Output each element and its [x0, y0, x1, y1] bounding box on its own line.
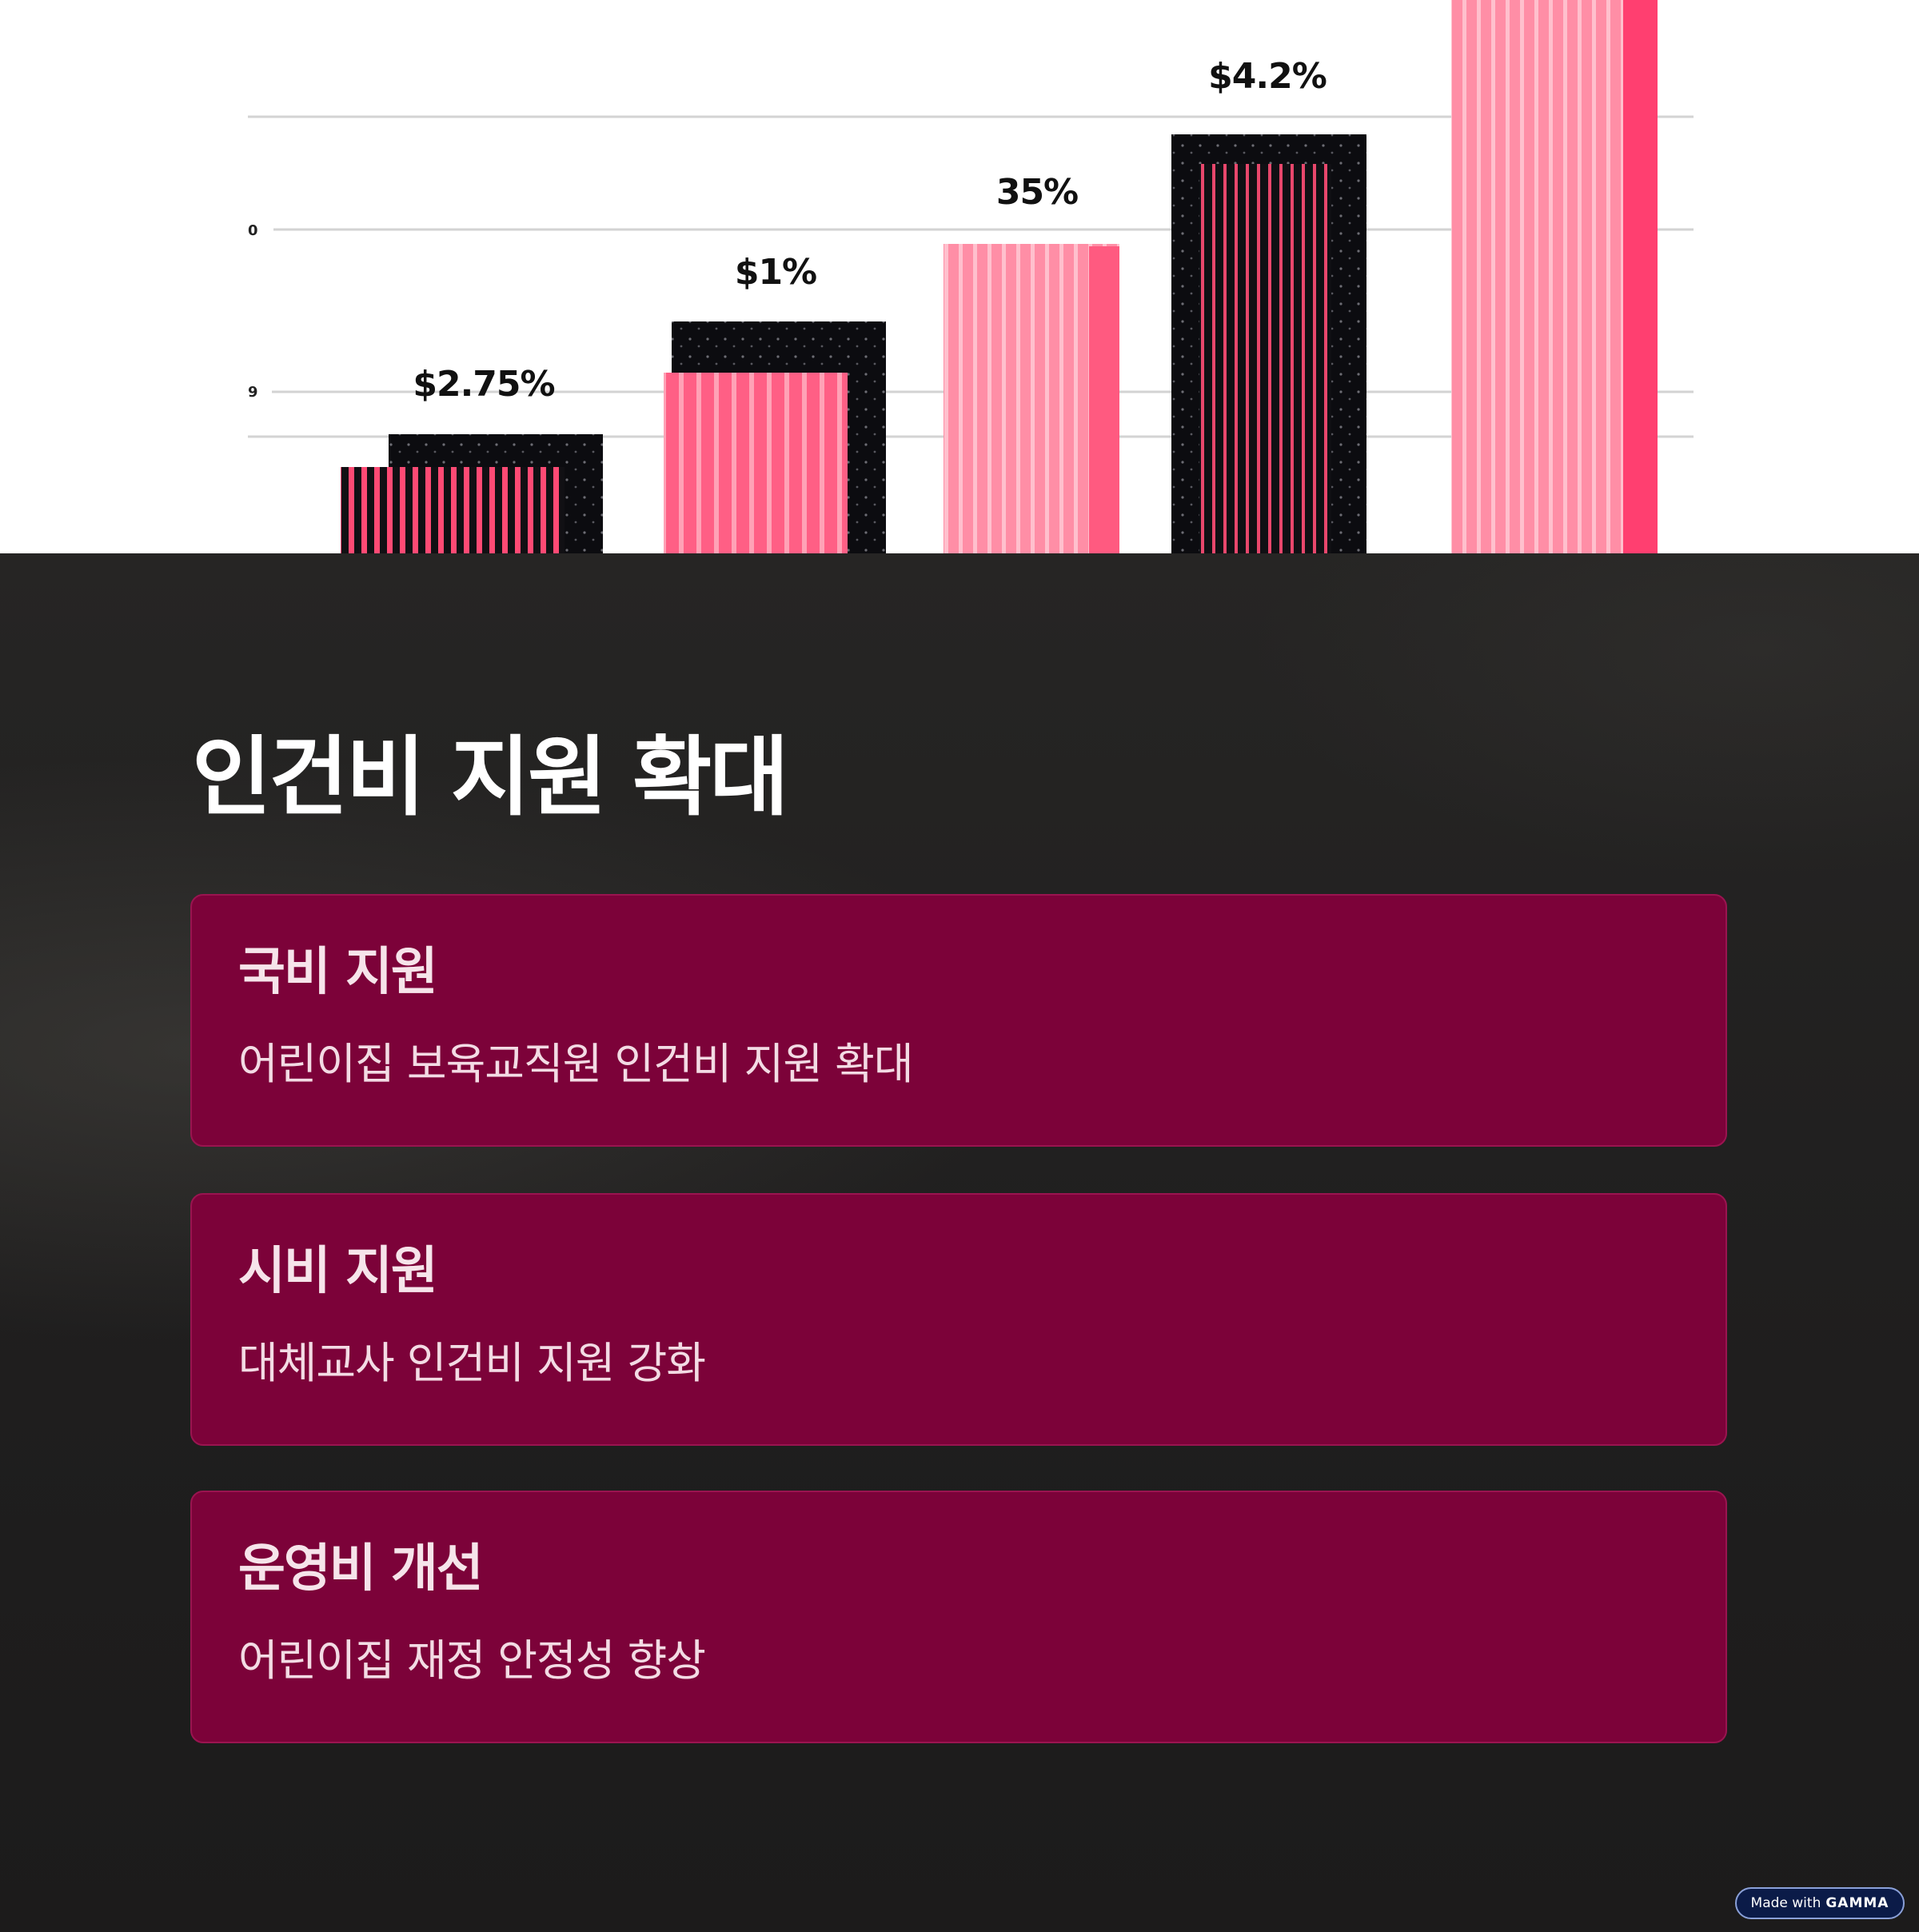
content-section: 인건비 지원 확대 국비 지원 어린이집 보육교직원 인건비 지원 확대 시비 …: [0, 553, 1919, 1932]
card-text: 대체교사 인건비 지원 강화: [238, 1338, 706, 1388]
page-title: 인건비 지원 확대: [192, 728, 789, 828]
bar-striped: [341, 467, 565, 553]
card-title: 국비 지원: [238, 943, 438, 1002]
card-national-support: 국비 지원 어린이집 보육교직원 인건비 지원 확대: [190, 894, 1727, 1147]
bar-side: [1089, 246, 1119, 553]
gamma-logo: GAMMA: [1825, 1895, 1889, 1911]
card-title: 시비 지원: [238, 1242, 438, 1301]
card-text: 어린이집 재정 안정성 향상: [238, 1635, 706, 1686]
bar-striped: [664, 373, 848, 553]
card-city-support: 시비 지원 대체교사 인건비 지원 강화: [190, 1193, 1727, 1446]
bar-value-label: 35%: [996, 172, 1078, 213]
bar-group-5: [1451, 0, 1658, 553]
card-text: 어린이집 보육교직원 인건비 지원 확대: [238, 1039, 914, 1089]
made-with-gamma-badge[interactable]: Made with GAMMA: [1735, 1887, 1905, 1919]
card-title: 운영비 개선: [238, 1539, 484, 1599]
chart-illustration: 0 9 $2.75% $1% 35% $4.2%: [0, 0, 1919, 553]
bar-group-4: $4.2%: [1171, 56, 1366, 553]
bar-group-3: 35%: [944, 172, 1119, 553]
bar-group-1: $2.75%: [341, 364, 603, 553]
bar-striped: [1199, 164, 1331, 553]
axis-tick: 9: [248, 384, 258, 401]
bar-group-2: $1%: [664, 252, 886, 553]
bar-value-label: $1%: [735, 252, 816, 293]
bar-side: [1623, 0, 1658, 553]
bar-value-label: $2.75%: [413, 364, 554, 405]
bar-value-label: $4.2%: [1208, 56, 1327, 97]
bar-chart-image: 0 9 $2.75% $1% 35% $4.2%: [248, 0, 1694, 553]
badge-prefix: Made with: [1750, 1895, 1821, 1911]
card-operating-cost: 운영비 개선 어린이집 재정 안정성 향상: [190, 1491, 1727, 1743]
axis-tick: 0: [248, 222, 258, 239]
